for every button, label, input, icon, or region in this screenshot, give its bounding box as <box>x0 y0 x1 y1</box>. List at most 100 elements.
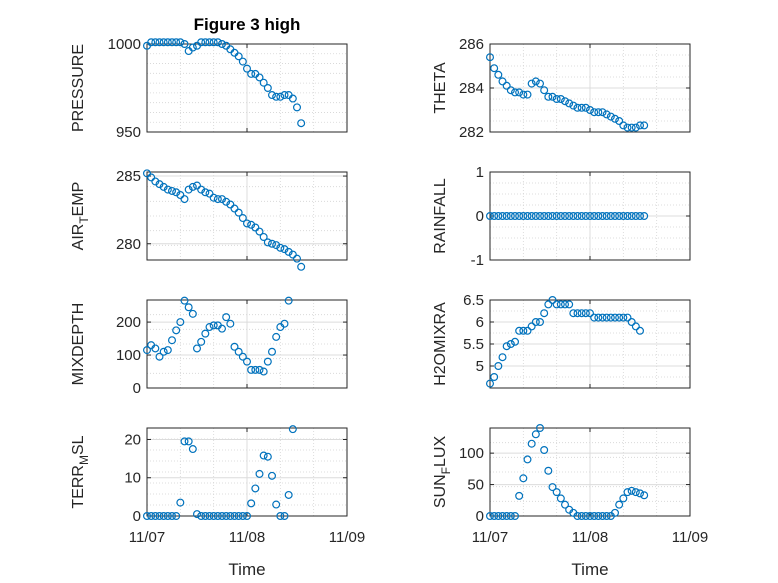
data-point <box>502 511 511 520</box>
y-tick-label: 950 <box>116 124 141 141</box>
data-point <box>590 313 599 322</box>
data-point <box>615 500 624 509</box>
data-point <box>594 313 603 322</box>
data-point <box>594 108 603 117</box>
data-point <box>163 38 172 47</box>
data-point <box>176 38 185 47</box>
data-point <box>606 112 615 121</box>
y-tick-label: 100 <box>459 445 484 462</box>
data-point <box>163 511 172 520</box>
data-point <box>610 114 619 123</box>
data-point <box>151 344 160 353</box>
data-point <box>486 511 495 520</box>
data-point <box>255 73 264 82</box>
x-axis-label-left: Time <box>228 560 265 579</box>
data-point <box>213 195 222 204</box>
y-axis-label: H2OMIXRA <box>432 302 449 386</box>
data-point <box>560 212 569 221</box>
data-point <box>544 212 553 221</box>
data-point <box>506 212 515 221</box>
data-point <box>168 336 177 345</box>
data-point <box>193 510 202 519</box>
data-point <box>188 445 197 454</box>
subplot-air-temp: 280 285 AIRTEMP <box>70 168 348 271</box>
data-point <box>184 303 193 312</box>
data-point <box>234 52 243 61</box>
data-point <box>280 91 289 100</box>
data-point <box>280 319 289 328</box>
data-point <box>263 357 272 366</box>
data-point <box>598 212 607 221</box>
data-point <box>226 319 235 328</box>
data-point <box>590 212 599 221</box>
data-point <box>540 309 549 318</box>
data-point <box>615 116 624 125</box>
data-point <box>268 91 277 100</box>
data-point <box>180 437 189 446</box>
data-point <box>577 309 586 318</box>
data-point <box>147 173 156 182</box>
data-point <box>602 511 611 520</box>
subplot-grid: 9501000PRESSURE282284286THETA280285AIRTE… <box>70 36 708 546</box>
data-point <box>527 212 536 221</box>
data-point <box>631 212 640 221</box>
data-point <box>159 347 168 356</box>
data-point <box>234 208 243 217</box>
data-point <box>627 212 636 221</box>
data-point <box>606 212 615 221</box>
data-point <box>251 365 260 374</box>
data-point <box>610 212 619 221</box>
data-point <box>147 38 156 47</box>
data-point <box>565 300 574 309</box>
data-point <box>284 247 293 256</box>
data-point <box>251 484 260 493</box>
data-point <box>486 53 495 62</box>
y-tick-label: 284 <box>459 80 484 97</box>
data-point <box>523 455 532 464</box>
data-point <box>623 488 632 497</box>
data-point <box>535 212 544 221</box>
data-point <box>222 511 231 520</box>
data-point <box>519 474 528 483</box>
data-point <box>640 491 649 500</box>
data-point <box>255 227 264 236</box>
data-point <box>631 322 640 331</box>
data-point <box>511 337 520 346</box>
data-point <box>238 57 247 66</box>
y-axis-label: PRESSURE <box>70 44 87 132</box>
y-tick-label: 282 <box>459 124 484 141</box>
data-point <box>272 92 281 101</box>
data-point <box>631 123 640 132</box>
data-point <box>535 424 544 433</box>
data-point <box>515 88 524 97</box>
data-point <box>619 121 628 130</box>
data-point <box>548 483 557 492</box>
data-point <box>205 511 214 520</box>
data-point <box>284 296 293 305</box>
data-point <box>230 204 239 213</box>
data-point <box>263 452 272 461</box>
data-point <box>218 39 227 48</box>
data-point <box>218 324 227 333</box>
data-point <box>511 212 520 221</box>
data-point <box>627 318 636 327</box>
y-axis-label: MIXDEPTH <box>70 303 87 386</box>
data-point <box>168 186 177 195</box>
data-point <box>172 511 181 520</box>
data-point <box>180 39 189 48</box>
y-tick-label: 10 <box>124 470 141 487</box>
x-tick-label: 11/08 <box>229 529 265 546</box>
y-axis-label: RAINFALL <box>432 178 449 254</box>
data-point <box>552 94 561 103</box>
data-point <box>610 508 619 517</box>
data-point <box>297 262 306 271</box>
data-point <box>627 486 636 495</box>
data-point <box>263 238 272 247</box>
data-point <box>531 430 540 439</box>
data-point <box>197 337 206 346</box>
data-point <box>151 38 160 47</box>
y-tick-label: -1 <box>471 252 484 269</box>
data-point <box>276 92 285 101</box>
data-point <box>180 195 189 204</box>
